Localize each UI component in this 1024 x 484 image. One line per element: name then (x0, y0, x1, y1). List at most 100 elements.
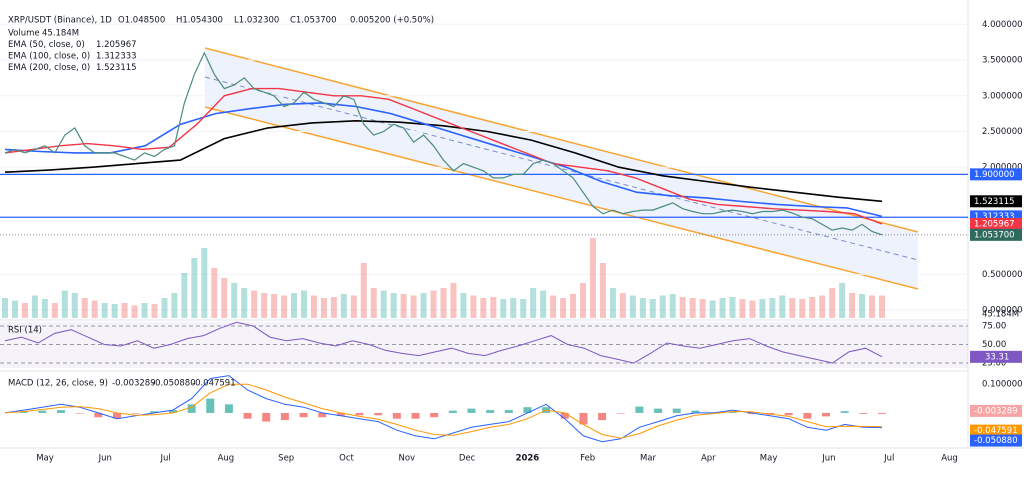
volume-bar (589, 238, 596, 318)
macd-hist (560, 412, 569, 419)
macd-hist (523, 407, 532, 413)
macd-hist (654, 408, 663, 413)
volume-bar (291, 293, 298, 318)
macd-hist-label: -0.003289 (112, 379, 156, 389)
symbol: XRP/USDT (Binance), 1D (8, 16, 112, 26)
volume-bar (599, 263, 606, 318)
macd-line (4, 375, 883, 443)
price-tick: 4.000000 (982, 20, 1023, 30)
volume-bar (639, 298, 646, 318)
rsi-tag: 33.31 (985, 352, 1009, 362)
volume-bar (520, 299, 527, 318)
rsi-band (0, 322, 968, 368)
volume-bar (61, 290, 68, 318)
macd-hist (803, 412, 812, 419)
volume-bar (330, 297, 337, 318)
volume-bar (580, 283, 587, 318)
macd-hist (840, 411, 849, 413)
macd-hist (187, 404, 196, 413)
legend-label: Volume (8, 29, 40, 39)
volume-bar (540, 290, 547, 318)
volume-bar (859, 294, 866, 318)
volume-bar (201, 248, 208, 318)
time-label: Feb (580, 454, 595, 464)
time-label: Nov (399, 454, 416, 464)
volume-bar (151, 304, 158, 318)
rsi-line (4, 321, 883, 364)
macd-label: MACD (12, 26, close, 9) (8, 379, 108, 389)
rsi-label: RSI (14) (8, 326, 42, 336)
macd-hist (635, 406, 644, 413)
volume-bar (221, 278, 228, 318)
volume-bar (869, 295, 876, 318)
volume-bar (81, 298, 88, 318)
time-label: Mar (640, 454, 657, 464)
macd-hist (486, 410, 495, 413)
volume-bar (749, 300, 756, 318)
macd-hist (131, 412, 140, 414)
level-tag: 1.900000 (974, 170, 1015, 180)
macd-tag-bg (970, 424, 1022, 437)
volume-bar (799, 299, 806, 318)
legend-value: 45.184M (42, 29, 79, 39)
volume-bar (41, 299, 48, 318)
macd-hist (728, 411, 737, 413)
volume-bar (420, 293, 427, 318)
volume-bar (131, 305, 138, 318)
macd-hist (355, 412, 364, 416)
time-label: Aug (941, 454, 958, 464)
ema50-line (4, 87, 883, 225)
volume-bar (629, 295, 636, 318)
time-label: Jul (159, 454, 170, 464)
time-label: Apr (701, 454, 716, 464)
volume-bar (21, 303, 28, 318)
volume-bar (340, 294, 347, 318)
volume-bar (191, 258, 198, 318)
volume-bar (211, 268, 218, 318)
time-label: Dec (459, 454, 476, 464)
legend-label: EMA (200, close, 0) (8, 63, 90, 73)
macd-hist (430, 412, 439, 418)
volume-bar (470, 295, 477, 318)
volume-bar (460, 293, 467, 318)
volume-bar (490, 297, 497, 318)
price-tag: 1.205967 (974, 219, 1015, 229)
macd-hist (747, 412, 756, 415)
time-label: Aug (218, 454, 235, 464)
macd-hist (262, 412, 271, 422)
volume-bar (161, 298, 168, 318)
macd-hist (598, 412, 607, 421)
volume-bar (550, 295, 557, 318)
macd-hist (94, 412, 103, 418)
volume-bar (769, 298, 776, 318)
volume-bar (111, 304, 118, 318)
macd-hist (878, 412, 886, 414)
volume-bar (839, 283, 846, 318)
volume-bar (51, 303, 58, 318)
macd-hist (112, 412, 121, 419)
signal-label: -0.047591 (192, 379, 236, 389)
price-tick: 0.000000 (982, 306, 1023, 316)
macd-hist (150, 411, 159, 413)
volume-bar (241, 288, 248, 318)
macd-hist (19, 411, 28, 413)
rsi-tick: 75.00 (982, 321, 1006, 331)
volume-bar (440, 288, 447, 318)
macd-hist (392, 412, 401, 419)
macd-hist (448, 410, 457, 413)
price-line (4, 51, 883, 236)
volume-bar (31, 295, 38, 318)
legend-value: 1.523115 (96, 63, 137, 73)
macd-hist (299, 412, 308, 418)
volume-bar (739, 299, 746, 318)
macd-hist (822, 412, 831, 417)
volume-bar (370, 288, 377, 318)
volume-bar (310, 295, 317, 318)
volume-bar (271, 294, 278, 318)
volume-bar (659, 295, 666, 318)
ohlc-value: C1.053700 (290, 16, 337, 26)
volume-bar (101, 303, 108, 318)
time-label: 2026 (516, 454, 540, 464)
macd-hist (411, 412, 420, 419)
volume-bar (879, 295, 885, 318)
